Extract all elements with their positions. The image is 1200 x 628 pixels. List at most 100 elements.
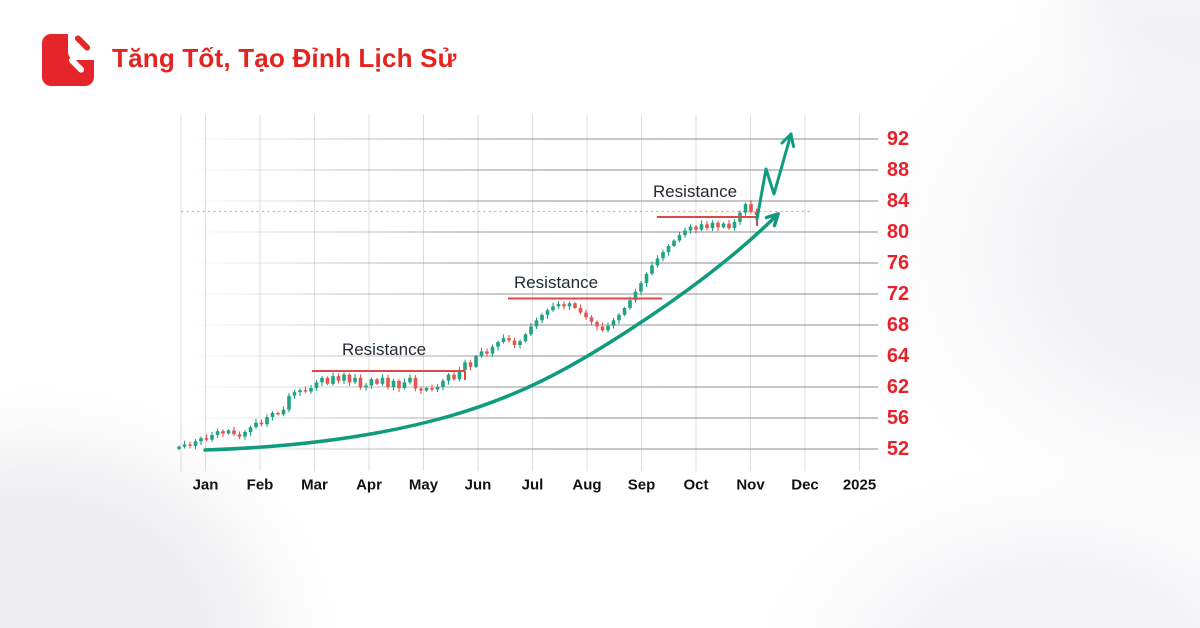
y-axis-price-label: 56 (887, 407, 909, 429)
x-axis-month-label: Nov (736, 477, 765, 494)
candle (215, 431, 220, 436)
x-axis-month-label: May (409, 477, 439, 494)
candle (188, 444, 192, 446)
candle (589, 317, 594, 322)
candle (347, 374, 352, 383)
candle (529, 326, 533, 335)
candle (562, 304, 566, 307)
brand-logo (42, 34, 94, 86)
candle (193, 441, 198, 446)
candle (479, 351, 484, 356)
candle (463, 362, 467, 370)
candle (380, 377, 385, 384)
x-axis-month-label: Jun (465, 477, 492, 494)
y-axis-price-label: 76 (887, 252, 909, 274)
resistance-label: Resistance (653, 182, 737, 201)
x-axis-month-label: Aug (572, 477, 601, 494)
candle (578, 307, 583, 313)
candle (408, 377, 412, 383)
candle (512, 340, 517, 346)
candle (226, 430, 231, 434)
x-axis-month-label: Jan (193, 477, 219, 494)
candle (573, 303, 577, 308)
y-axis-price-label: 72 (887, 283, 909, 305)
candle (490, 346, 495, 354)
candle (694, 226, 698, 230)
candle (182, 444, 187, 447)
resistance-marker: Resistance (653, 182, 758, 226)
candle (611, 320, 616, 326)
y-axis-price-label: 92 (887, 128, 909, 150)
candle (177, 446, 181, 449)
candle (210, 435, 214, 440)
candle (320, 377, 324, 383)
zigzag-arrowhead-icon (789, 132, 795, 148)
candle (424, 388, 429, 391)
resistance-marker: Resistance (508, 273, 662, 300)
candle (369, 379, 374, 386)
y-axis-price-label: 62 (887, 376, 909, 398)
trend-curve-arrow (203, 212, 780, 452)
candle (435, 387, 440, 390)
candle (474, 356, 478, 367)
zigzag-arrowhead-icon (780, 132, 793, 145)
resistance-label: Resistance (342, 340, 426, 359)
candle (402, 382, 407, 389)
candle (281, 409, 286, 415)
candle (721, 223, 726, 228)
trend-arrowhead-icon (772, 212, 780, 228)
candle (556, 304, 561, 307)
candle (644, 273, 649, 284)
candle (413, 377, 418, 389)
candle (386, 377, 390, 387)
candle (523, 334, 528, 342)
candle (622, 307, 627, 315)
resistance-label: Resistance (514, 273, 598, 292)
candle (375, 379, 379, 384)
candle (353, 377, 357, 383)
y-axis-price-label: 52 (887, 438, 909, 460)
y-axis-price-label: 84 (887, 190, 910, 212)
candle (727, 223, 731, 229)
candle (650, 265, 654, 274)
candle (677, 235, 682, 241)
candle (518, 341, 522, 346)
x-axis-month-label: Apr (356, 477, 382, 494)
candle (364, 385, 368, 388)
candle (259, 422, 264, 425)
candle (325, 377, 330, 384)
candle (534, 320, 539, 327)
candle (545, 310, 550, 315)
candle (683, 230, 687, 236)
candle (600, 326, 605, 331)
y-axis-price-label: 68 (887, 314, 909, 336)
x-axis-month-label: Jul (522, 477, 544, 494)
candle (584, 312, 588, 318)
y-axis-price-label: 64 (887, 345, 910, 367)
candle (292, 392, 297, 396)
candle (314, 382, 319, 389)
candle (441, 380, 445, 387)
candle (419, 388, 423, 391)
candle (716, 222, 720, 228)
candle (204, 438, 209, 440)
y-axis-labels: 92 88 84 80 76 72 68 64 62 56 52 (887, 128, 910, 460)
y-axis-price-label: 80 (887, 221, 909, 243)
candle (303, 390, 308, 392)
candle (661, 252, 665, 259)
candle (540, 314, 544, 321)
candle (309, 388, 313, 392)
candle (639, 283, 643, 292)
candle (468, 362, 473, 367)
grid-vertical-lines (180, 115, 860, 471)
candle (699, 224, 704, 230)
candle (749, 204, 753, 212)
candle (446, 374, 451, 381)
candle (705, 224, 709, 229)
candle (232, 430, 236, 435)
x-axis-month-label: Mar (301, 477, 328, 494)
zigzag-line (755, 132, 793, 221)
candle (710, 222, 715, 229)
x-axis-month-label: 2025 (843, 477, 876, 494)
